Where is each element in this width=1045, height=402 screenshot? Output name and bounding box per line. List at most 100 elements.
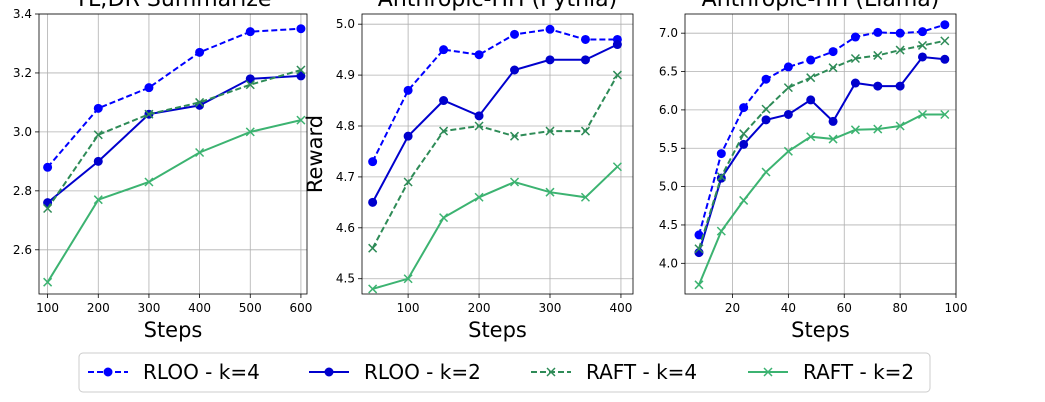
x-tick-label: 500 — [239, 301, 262, 315]
data-point — [545, 126, 555, 136]
data-point — [296, 115, 306, 125]
series-raft-k-4 — [368, 70, 622, 253]
y-tick-label: 5.0 — [336, 17, 355, 31]
data-point — [580, 55, 590, 65]
y-tick-label: 6.5 — [659, 65, 678, 79]
data-point — [828, 116, 838, 126]
y-tick-label: 4.7 — [336, 170, 355, 184]
data-point — [940, 54, 950, 64]
y-tick-label: 2.6 — [13, 243, 32, 257]
data-point — [806, 55, 816, 65]
series-rloo-k-2 — [368, 40, 622, 207]
y-tick-label: 3.2 — [13, 66, 32, 80]
data-point — [245, 27, 255, 37]
data-point — [195, 47, 205, 57]
y-tick-label: 4.5 — [336, 272, 355, 286]
data-point — [850, 32, 860, 42]
legend-entry: RLOO - k=4 — [88, 360, 260, 384]
data-point — [43, 203, 53, 214]
x-tick-label: 80 — [892, 301, 907, 315]
y-tick-label: 4.6 — [336, 221, 355, 235]
data-point — [716, 149, 726, 159]
series-line — [698, 23, 946, 236]
series-rloo-k-4 — [368, 24, 622, 167]
series-raft-k-4 — [43, 65, 306, 214]
series-rloo-k-2 — [694, 52, 950, 258]
series-raft-k-2 — [43, 115, 306, 287]
series-rloo-k-4 — [694, 20, 950, 240]
data-point — [739, 195, 749, 205]
series-line — [46, 74, 301, 204]
data-point — [694, 280, 704, 290]
data-point — [439, 45, 449, 55]
data-point — [474, 50, 484, 60]
legend: RLOO - k=4 RLOO - k=2 RAFT - k=4 RAFT - k=2 — [78, 352, 931, 393]
data-point — [144, 83, 154, 93]
series-line — [46, 27, 301, 168]
series-line — [371, 28, 618, 163]
data-point — [580, 34, 590, 44]
chart-title: Anthropic-HH (Pythia) — [378, 0, 617, 12]
data-point — [474, 121, 484, 131]
series-line — [698, 113, 945, 286]
data-point — [940, 36, 950, 46]
y-tick-label: 5.0 — [659, 180, 678, 194]
chart-panel-2: 100 200 300 400 4.5 4.6 4.7 4.8 4.9 5.0 Anthropic-… — [303, 0, 634, 342]
data-point — [580, 192, 590, 202]
data-point — [917, 52, 927, 62]
data-point — [895, 121, 905, 131]
data-point — [940, 109, 950, 120]
data-point — [245, 127, 255, 137]
legend-label: RLOO - k=4 — [143, 360, 260, 384]
data-point — [474, 111, 484, 121]
series-line — [371, 74, 619, 249]
data-point — [144, 177, 154, 187]
data-point — [612, 70, 622, 80]
data-point — [895, 81, 905, 91]
data-point — [850, 78, 860, 88]
data-point — [195, 97, 205, 107]
data-point — [43, 277, 53, 287]
data-point — [739, 139, 749, 149]
data-point — [716, 172, 726, 182]
x-tick-label: 100 — [36, 301, 59, 315]
data-point — [545, 55, 555, 65]
y-tick-label: 5.5 — [659, 141, 678, 155]
data-point — [828, 47, 838, 57]
data-point — [403, 177, 413, 187]
x-axis-label: Steps — [468, 318, 527, 342]
series-rloo-k-4 — [43, 24, 306, 172]
y-tick-label: 4.9 — [336, 68, 355, 82]
data-point — [761, 104, 771, 114]
data-point — [403, 85, 413, 95]
data-point — [850, 53, 860, 64]
series-raft-k-4 — [694, 36, 950, 254]
series-line — [46, 69, 302, 210]
legend-label: RAFT - k=4 — [586, 360, 697, 384]
data-point — [245, 80, 255, 90]
data-point — [850, 125, 860, 135]
data-point — [144, 109, 154, 119]
data-point — [474, 192, 484, 202]
legend-entry: RAFT - k=2 — [748, 360, 914, 384]
axes-frame — [38, 13, 308, 295]
data-point — [403, 131, 413, 141]
data-point — [806, 95, 816, 105]
data-point — [195, 147, 205, 158]
x-tick-label: 60 — [837, 301, 852, 315]
data-point — [509, 177, 520, 187]
data-point — [739, 103, 749, 113]
data-point — [895, 45, 905, 55]
legend-label: RAFT - k=2 — [803, 360, 914, 384]
axes-frame — [684, 13, 957, 295]
data-point — [873, 124, 883, 134]
data-point — [580, 126, 590, 136]
data-point — [296, 65, 306, 75]
x-tick-label: 20 — [725, 301, 740, 315]
series-rloo-k-2 — [43, 71, 306, 208]
series-line — [46, 119, 302, 283]
data-point — [917, 27, 927, 37]
series-line — [371, 43, 618, 203]
data-point — [43, 162, 53, 172]
